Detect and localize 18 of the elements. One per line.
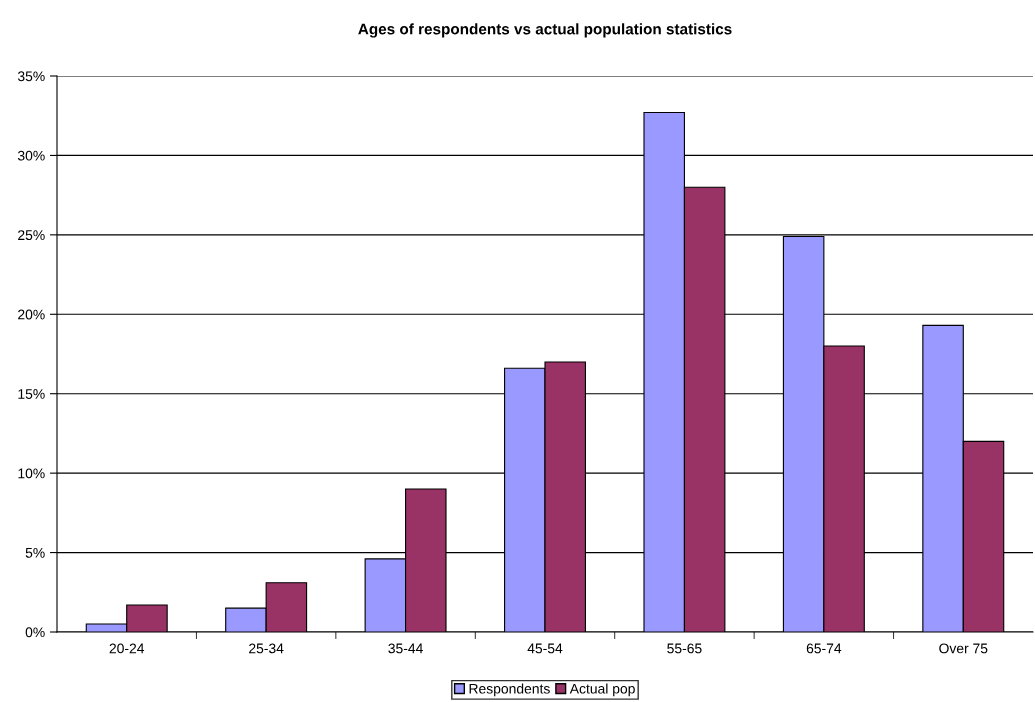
legend-label: Respondents [469,683,550,697]
x-tick-label: 45-54 [527,643,563,654]
y-tick-label: 10% [18,468,45,479]
x-tick-label: Over 75 [939,643,988,654]
x-tick-label: 65-74 [806,643,842,654]
legend-label: Actual pop [569,683,635,697]
y-tick-label: 30% [17,150,45,161]
y-tick-label: 35% [17,71,45,82]
x-tick-label: 25-34 [249,643,284,654]
y-tick-label: 25% [18,230,45,241]
x-tick-label: 35-44 [388,643,423,654]
x-tick-label: 55-65 [667,643,702,654]
y-tick-label: 0% [25,627,45,638]
y-tick-label: 5% [25,547,45,558]
y-tick-label: 20% [18,309,45,320]
y-tick-label: 15% [18,389,45,399]
x-tick-label: 20-24 [109,643,145,654]
chart-title: Ages of respondents vs actual population statistics [358,23,732,38]
